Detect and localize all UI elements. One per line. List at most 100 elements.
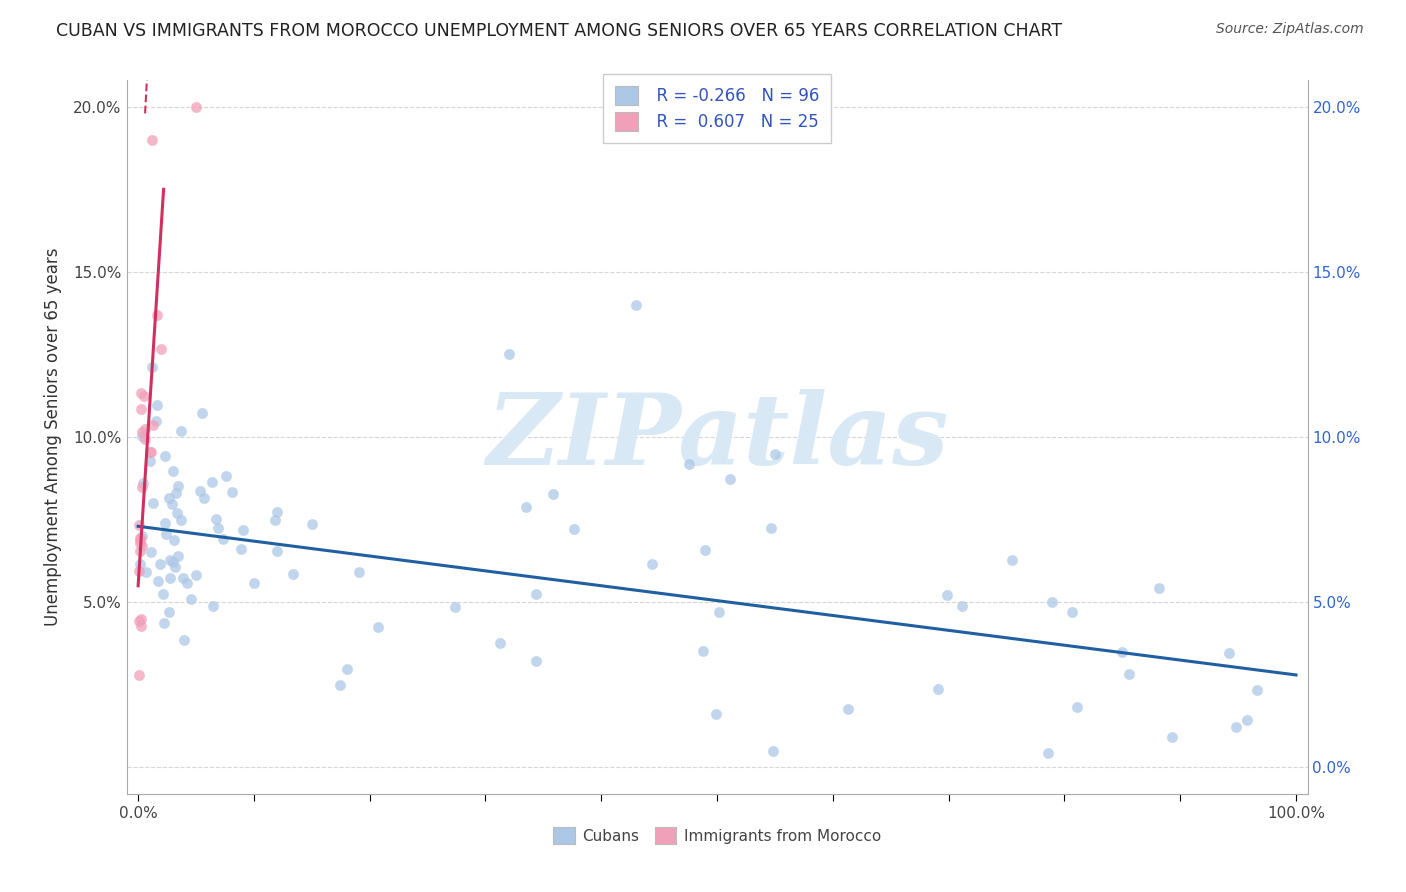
Point — [170, 424, 193, 438]
Point — [163, 560, 186, 574]
Point — [153, 516, 176, 531]
Point — [201, 475, 224, 489]
Point — [131, 429, 153, 443]
Point — [212, 532, 235, 546]
Point — [131, 528, 153, 542]
Point — [134, 432, 156, 446]
Point — [1161, 730, 1184, 744]
Point — [1147, 582, 1170, 596]
Point — [709, 605, 731, 619]
Point — [335, 662, 357, 676]
Point — [562, 522, 585, 536]
Point — [139, 445, 162, 459]
Point — [166, 506, 188, 520]
Point — [1040, 595, 1063, 609]
Point — [134, 422, 156, 436]
Point — [167, 549, 190, 564]
Point — [145, 414, 167, 428]
Point — [141, 133, 163, 147]
Point — [232, 523, 254, 537]
Point — [762, 744, 785, 758]
Point — [131, 612, 153, 626]
Point — [837, 702, 859, 716]
Point — [718, 472, 741, 486]
Point — [160, 497, 183, 511]
Point — [153, 449, 176, 463]
Point — [229, 542, 252, 557]
Point — [167, 479, 190, 493]
Point — [205, 512, 228, 526]
Point — [129, 543, 152, 558]
Point — [489, 636, 512, 650]
Point — [524, 586, 547, 600]
Point — [138, 454, 160, 468]
Point — [215, 468, 238, 483]
Point — [141, 445, 163, 459]
Point — [927, 682, 949, 697]
Point — [184, 100, 207, 114]
Point — [131, 479, 153, 493]
Point — [173, 633, 195, 648]
Point — [624, 298, 647, 312]
Point — [128, 517, 150, 532]
Point — [170, 513, 193, 527]
Point — [641, 558, 664, 572]
Point — [243, 575, 266, 590]
Point — [936, 588, 959, 602]
Point — [146, 574, 169, 588]
Point — [141, 360, 163, 375]
Point — [132, 389, 155, 403]
Legend: Cubans, Immigrants from Morocco: Cubans, Immigrants from Morocco — [547, 821, 887, 850]
Point — [159, 571, 181, 585]
Point — [695, 543, 717, 558]
Point — [1060, 605, 1083, 619]
Point — [162, 464, 184, 478]
Point — [201, 599, 224, 613]
Point — [221, 485, 243, 500]
Point — [129, 385, 152, 400]
Point — [692, 644, 714, 658]
Point — [132, 475, 155, 490]
Point — [347, 565, 370, 579]
Point — [301, 517, 323, 532]
Point — [704, 706, 727, 721]
Point — [191, 406, 214, 420]
Y-axis label: Unemployment Among Seniors over 65 years: Unemployment Among Seniors over 65 years — [44, 248, 62, 626]
Point — [180, 592, 202, 607]
Point — [759, 521, 782, 535]
Point — [131, 425, 153, 439]
Point — [515, 500, 537, 514]
Point — [142, 418, 165, 433]
Point — [281, 566, 304, 581]
Point — [1218, 646, 1240, 660]
Point — [128, 668, 150, 682]
Point — [1001, 553, 1024, 567]
Point — [129, 531, 152, 545]
Point — [146, 398, 169, 412]
Point — [541, 487, 564, 501]
Point — [135, 565, 157, 579]
Point — [129, 557, 152, 571]
Point — [1236, 714, 1258, 728]
Point — [498, 347, 520, 361]
Point — [163, 533, 186, 547]
Point — [763, 447, 786, 461]
Point — [141, 545, 163, 559]
Point — [207, 521, 229, 535]
Point — [157, 605, 180, 619]
Point — [149, 557, 172, 571]
Point — [266, 544, 288, 558]
Point — [153, 615, 176, 630]
Point — [176, 575, 198, 590]
Point — [266, 505, 288, 519]
Point — [155, 527, 177, 541]
Text: ZIPatlas: ZIPatlas — [486, 389, 948, 485]
Point — [1038, 746, 1060, 760]
Point — [150, 342, 173, 356]
Point — [129, 536, 152, 550]
Point — [157, 491, 180, 505]
Point — [131, 539, 153, 553]
Point — [1225, 720, 1247, 734]
Point — [159, 553, 181, 567]
Point — [128, 533, 150, 547]
